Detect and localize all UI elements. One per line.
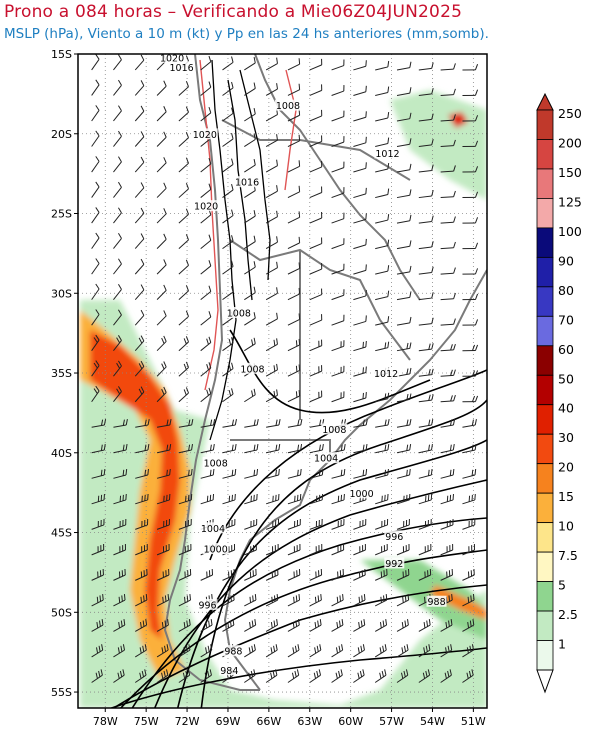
isobar-label: 992 xyxy=(385,559,403,570)
colorbar-label: 50 xyxy=(558,371,574,386)
colorbar-label: 30 xyxy=(558,430,574,445)
map-frame xyxy=(77,53,488,709)
isobar-label: 1012 xyxy=(375,149,399,160)
lon-tick-label: 66W xyxy=(256,715,281,728)
lon-tick-label: 54W xyxy=(420,715,445,728)
wind-barbs xyxy=(91,54,479,683)
isobar-label: 1012 xyxy=(374,369,398,380)
isobar-label: 1000 xyxy=(204,545,228,556)
colorbar-swatch xyxy=(536,610,554,641)
colorbar-label: 200 xyxy=(558,135,582,150)
lon-tick-label: 75W xyxy=(134,715,159,728)
colorbar-label: 250 xyxy=(558,106,582,121)
colorbar-swatch xyxy=(536,139,554,170)
lon-tick-label: 78W xyxy=(93,715,118,728)
precip-shading xyxy=(80,90,487,708)
lat-tick-label: 20S xyxy=(51,128,72,141)
isobar-label: 1020 xyxy=(160,53,184,64)
isobar-label: 988 xyxy=(427,597,445,608)
lat-tick-label: 15S xyxy=(51,48,72,61)
lat-tick-label: 30S xyxy=(51,287,72,300)
colorbar-label: 2.5 xyxy=(558,607,578,622)
isobar-label: 1004 xyxy=(314,454,338,465)
colorbar-label: 60 xyxy=(558,342,574,357)
map-title: Prono a 084 horas – Verificando a Mie06Z… xyxy=(4,2,463,22)
map-subtitle: MSLP (hPa), Viento a 10 m (kt) y Pp en l… xyxy=(4,26,489,42)
colorbar-label: 40 xyxy=(558,401,574,416)
colorbar-label: 10 xyxy=(558,519,574,534)
colorbar-label: 125 xyxy=(558,194,582,209)
colorbar-label: 20 xyxy=(558,460,574,475)
lat-tick-label: 25S xyxy=(51,208,72,221)
colorbar-label: 80 xyxy=(558,283,574,298)
longitude-tick-labels: 78W 75W 72W 69W 66W 63W 60W 57W 54W 51W xyxy=(93,708,486,728)
lon-tick-label: 57W xyxy=(379,715,404,728)
colorbar-swatch xyxy=(536,433,554,465)
isobar-label: 996 xyxy=(385,532,403,543)
colorbar-swatch xyxy=(536,374,554,406)
lon-tick-label: 51W xyxy=(461,715,486,728)
lat-tick-label: 45S xyxy=(51,527,72,540)
colorbar-swatch xyxy=(536,256,554,288)
isobar-label: 1008 xyxy=(276,101,300,112)
isobar-label: 1008 xyxy=(227,309,251,320)
colorbar-swatch xyxy=(536,286,554,317)
colorbar-swatch xyxy=(536,640,554,671)
colorbar-swatch xyxy=(536,345,554,376)
lat-tick-label: 35S xyxy=(51,367,72,380)
colorbar-swatch xyxy=(536,581,554,612)
colorbar-swatch xyxy=(536,227,554,258)
isobar-label: 1008 xyxy=(240,364,264,375)
latitude-tick-labels: 15S 20S 25S 30S 35S 40S 45S 50S 55S xyxy=(51,48,78,699)
lat-tick-label: 40S xyxy=(51,447,72,460)
isobar-label: 996 xyxy=(198,600,216,611)
colorbar-swatch xyxy=(536,463,554,494)
colorbar-swatch xyxy=(536,109,554,140)
colorbar-top-arrow xyxy=(536,92,554,111)
isobar-label: 1020 xyxy=(194,202,218,213)
colorbar-swatch xyxy=(536,522,554,553)
colorbar-swatch xyxy=(536,315,554,347)
isobar-label: 1004 xyxy=(201,524,225,535)
isobar-label: 1016 xyxy=(170,63,194,74)
colorbar-bottom-arrow xyxy=(536,669,554,694)
colorbar-swatch xyxy=(536,198,554,229)
colorbar-swatch xyxy=(536,492,554,524)
colorbar-label: 7.5 xyxy=(558,548,578,563)
colorbar-label: 70 xyxy=(558,312,574,327)
colorbar-swatch xyxy=(536,551,554,582)
isobar-label: 1008 xyxy=(204,458,228,469)
red-contours xyxy=(199,59,297,391)
isobar-label: 988 xyxy=(224,647,242,658)
colorbar-swatch xyxy=(536,404,554,435)
precip-colorbar: 250 200 150 125 100 90 80 70 60 50 40 30 20 15 10 7.5 5 2… xyxy=(536,92,582,694)
colorbar-label: 15 xyxy=(558,489,574,504)
colorbar-label: 90 xyxy=(558,253,574,268)
isobar-label: 1020 xyxy=(193,130,217,141)
colorbar-label: 150 xyxy=(558,165,582,180)
colorbar-label: 100 xyxy=(558,224,582,239)
lat-tick-label: 55S xyxy=(51,686,72,699)
lon-tick-label: 69W xyxy=(216,715,241,728)
isobar-label: 1008 xyxy=(322,425,346,436)
lon-tick-label: 72W xyxy=(175,715,200,728)
lat-tick-label: 50S xyxy=(51,606,72,619)
lon-tick-label: 60W xyxy=(338,715,363,728)
colorbar-label: 5 xyxy=(558,578,566,593)
isobar-label: 984 xyxy=(220,666,238,677)
colorbar-swatch xyxy=(536,168,554,199)
lon-tick-label: 63W xyxy=(297,715,322,728)
isobar-label: 1016 xyxy=(235,178,259,189)
colorbar-label: 1 xyxy=(558,637,566,652)
isobar-label: 1000 xyxy=(349,489,373,500)
